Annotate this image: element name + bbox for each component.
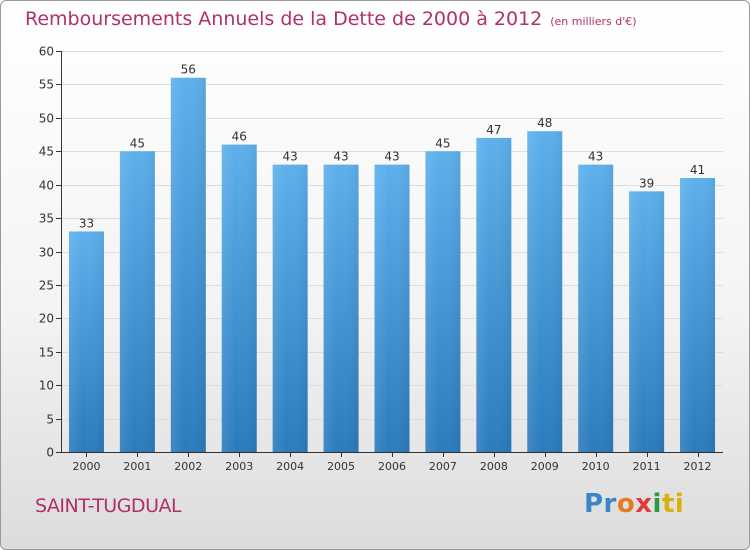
bar-value-label: 41	[690, 163, 705, 177]
y-tick-label: 20	[39, 312, 54, 326]
logo-part-2: o	[616, 489, 636, 519]
bar-value-label: 43	[333, 150, 348, 164]
y-tick-label: 10	[39, 379, 54, 393]
bar-value-label: 56	[181, 63, 196, 77]
bar-value-label: 43	[384, 150, 399, 164]
bar-shine	[374, 164, 410, 452]
bar-value-label: 48	[537, 116, 552, 130]
bar-shine	[68, 231, 104, 452]
chart-title: Remboursements Annuels de la Dette de 20…	[25, 8, 637, 30]
bar-value-label: 39	[639, 176, 654, 190]
bar-value-label: 43	[588, 150, 603, 164]
bar-shine	[119, 151, 155, 452]
x-tick-label: 2007	[429, 460, 457, 473]
bar-shine	[629, 191, 665, 452]
x-tick-label: 2012	[684, 460, 712, 473]
x-tick-label: 2000	[72, 460, 100, 473]
bar-shine	[476, 137, 512, 452]
chart-title-main: Remboursements Annuels de la Dette de 20…	[25, 8, 543, 30]
bar-value-label: 45	[130, 136, 145, 150]
y-tick-label: 25	[39, 279, 54, 293]
y-tick-label: 55	[39, 78, 54, 92]
y-tick-label: 30	[39, 246, 54, 260]
bar-shine	[272, 164, 308, 452]
town-name: SAINT-TUGDUAL	[35, 495, 182, 517]
bar-shine	[170, 77, 206, 452]
proxiti-logo: Proxiti	[584, 489, 684, 519]
bar-shine	[578, 164, 614, 452]
y-tick-label: 0	[46, 446, 54, 460]
x-tick-label: 2011	[633, 460, 661, 473]
x-tick-label: 2008	[480, 460, 508, 473]
bar-value-label: 45	[435, 136, 450, 150]
logo-part-3: x	[635, 489, 653, 519]
chart-title-unit: (en milliers d'€)	[550, 15, 637, 28]
x-tick-label: 2010	[582, 460, 610, 473]
bar-shine	[527, 131, 563, 452]
y-tick-label: 45	[39, 145, 54, 159]
y-tick-label: 40	[39, 179, 54, 193]
logo-part-4: i	[652, 489, 662, 519]
y-tick-label: 60	[39, 45, 54, 59]
logo-part-1: Pr	[584, 489, 617, 519]
bar-shine	[323, 164, 359, 452]
y-tick-label: 50	[39, 112, 54, 126]
bar-value-label: 33	[79, 216, 94, 230]
bars: 33 45 56 46 43 43 43 45 47 48 43 39 41	[68, 63, 716, 453]
x-tick-label: 2009	[531, 460, 559, 473]
bar-value-label: 47	[486, 123, 501, 137]
x-tick-label: 2002	[174, 460, 202, 473]
logo-part-5: ti	[661, 489, 685, 519]
bar-shine	[680, 177, 716, 452]
y-tick-label: 15	[39, 346, 54, 360]
bar-value-label: 43	[283, 150, 298, 164]
x-tick-label: 2005	[327, 460, 355, 473]
x-tick-label: 2004	[276, 460, 304, 473]
x-tick-label: 2006	[378, 460, 406, 473]
y-tick-label: 35	[39, 212, 54, 226]
x-tick-label: 2003	[225, 460, 253, 473]
bar-value-label: 46	[232, 130, 247, 144]
bar-shine	[221, 144, 257, 453]
y-tick-label: 5	[46, 413, 54, 427]
bar-shine	[425, 151, 461, 452]
axes: 0 5 10 15 20 25 30 35 40 45 50 55 60 2000 2001 2002 2003…	[39, 45, 723, 473]
x-tick-label: 2001	[123, 460, 151, 473]
